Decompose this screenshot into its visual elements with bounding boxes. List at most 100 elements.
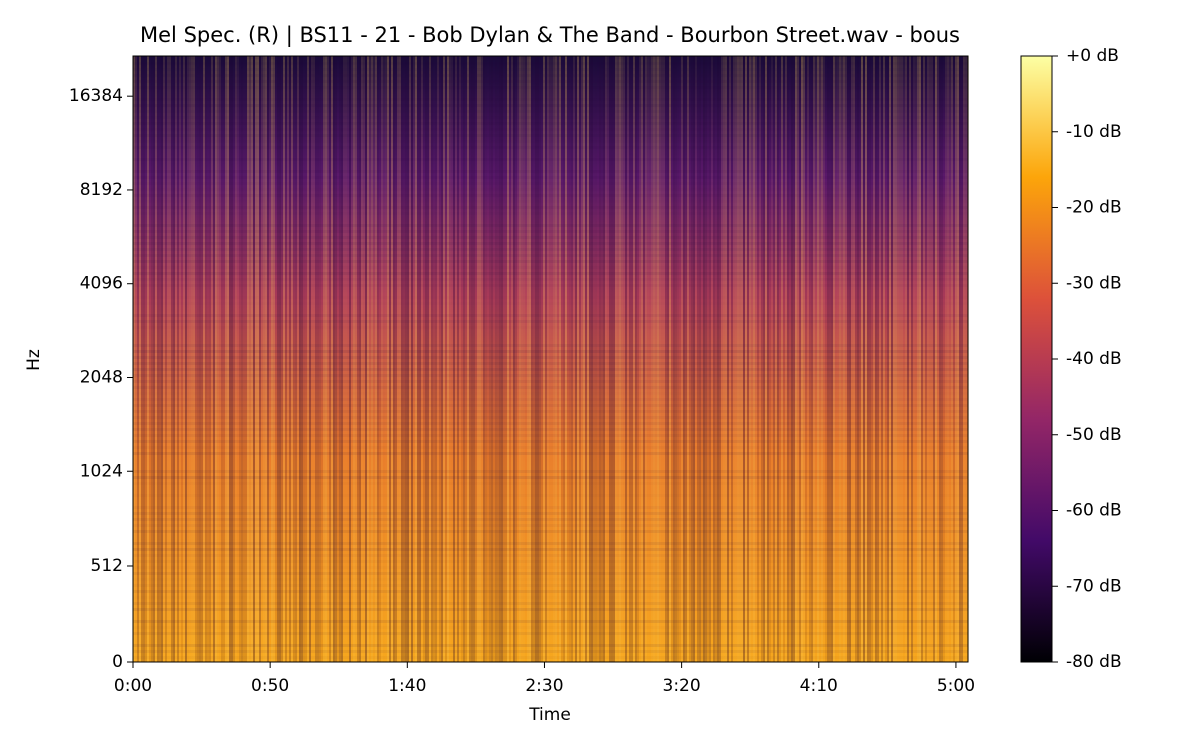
streak <box>795 56 797 662</box>
streak <box>439 56 441 662</box>
streak <box>855 56 857 662</box>
streak <box>145 56 147 662</box>
streak <box>367 56 369 662</box>
streak <box>229 56 231 662</box>
band <box>133 530 968 533</box>
streak <box>137 56 139 662</box>
streak <box>339 56 341 662</box>
streak <box>763 56 765 662</box>
streak <box>363 56 365 662</box>
streak <box>259 56 261 662</box>
band <box>133 452 968 455</box>
y-tick-label: 2048 <box>80 367 123 387</box>
streak <box>701 56 703 662</box>
band <box>133 194 968 197</box>
streak <box>155 56 157 662</box>
band <box>133 542 968 545</box>
streak <box>287 56 289 662</box>
streak <box>863 56 865 662</box>
streak <box>547 56 549 662</box>
x-tick-label: 2:30 <box>525 676 563 696</box>
band <box>133 470 968 473</box>
streak <box>729 56 731 662</box>
streak <box>651 56 653 662</box>
streak <box>699 56 701 662</box>
streak <box>853 56 855 662</box>
streak <box>809 56 811 662</box>
streak <box>673 56 675 662</box>
streak <box>411 56 413 662</box>
streak <box>545 56 547 662</box>
streak <box>625 56 627 662</box>
streak <box>707 56 709 662</box>
band <box>133 212 968 215</box>
streak <box>309 56 311 662</box>
streak <box>887 56 889 662</box>
band <box>133 200 968 203</box>
band <box>133 368 968 371</box>
streak <box>519 56 521 662</box>
streak <box>875 56 877 662</box>
band <box>133 590 968 593</box>
streak <box>613 56 615 662</box>
streak <box>945 56 947 662</box>
band <box>133 104 968 107</box>
streak <box>245 56 247 662</box>
streak <box>533 56 535 662</box>
streak <box>191 56 193 662</box>
band <box>133 398 968 401</box>
streak <box>303 56 305 662</box>
streak <box>243 56 245 662</box>
streak <box>499 56 501 662</box>
streak <box>597 56 599 662</box>
streak <box>357 56 359 662</box>
streak <box>939 56 941 662</box>
streak <box>535 56 537 662</box>
streak <box>675 56 677 662</box>
streak <box>697 56 699 662</box>
streak <box>311 56 313 662</box>
band <box>133 476 968 479</box>
streak <box>313 56 315 662</box>
colorbar-tick-label: -70 dB <box>1066 576 1122 596</box>
streak <box>757 56 759 662</box>
streak <box>851 56 853 662</box>
band <box>133 548 968 551</box>
streak <box>213 56 215 662</box>
streak <box>177 56 179 662</box>
streak <box>955 56 957 662</box>
streak <box>497 56 499 662</box>
streak <box>469 56 471 662</box>
streak <box>283 56 285 662</box>
streak <box>695 56 697 662</box>
streak <box>445 56 447 662</box>
x-tick-label: 4:10 <box>800 676 838 696</box>
streak <box>927 56 929 662</box>
colorbar-tick-label: -10 dB <box>1066 122 1122 142</box>
streak <box>825 56 827 662</box>
streak <box>389 56 391 662</box>
streak <box>169 56 171 662</box>
streak <box>943 56 945 662</box>
streak <box>893 56 895 662</box>
band <box>133 158 968 161</box>
streak <box>781 56 783 662</box>
streak <box>835 56 837 662</box>
band <box>133 404 968 407</box>
streak <box>171 56 173 662</box>
streak <box>615 56 617 662</box>
streak <box>455 56 457 662</box>
band <box>133 512 968 515</box>
colorbar-tick-label: -30 dB <box>1066 273 1122 293</box>
band <box>133 566 968 569</box>
streak <box>831 56 833 662</box>
streak <box>217 56 219 662</box>
streak <box>685 56 687 662</box>
streak <box>635 56 637 662</box>
band <box>133 236 968 239</box>
spectrogram-image <box>133 56 968 662</box>
streak <box>567 56 569 662</box>
band <box>133 314 968 317</box>
streak <box>147 56 149 662</box>
